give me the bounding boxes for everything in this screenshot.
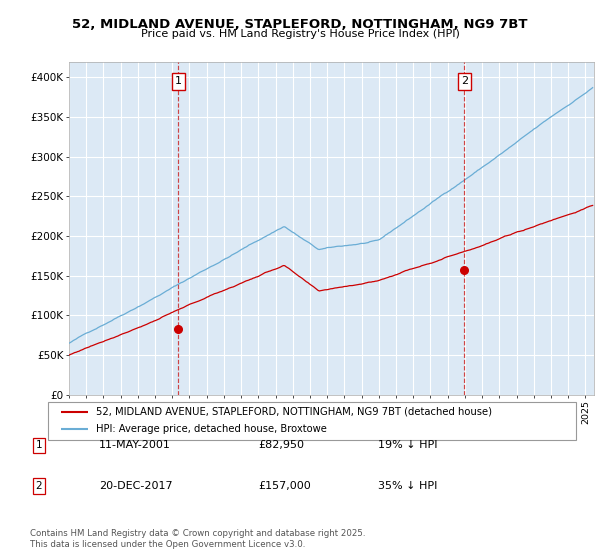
Text: 19% ↓ HPI: 19% ↓ HPI [378, 440, 437, 450]
Text: 1: 1 [175, 76, 182, 86]
Text: 20-DEC-2017: 20-DEC-2017 [99, 481, 173, 491]
Text: 52, MIDLAND AVENUE, STAPLEFORD, NOTTINGHAM, NG9 7BT (detached house): 52, MIDLAND AVENUE, STAPLEFORD, NOTTINGH… [95, 407, 491, 417]
Text: £82,950: £82,950 [258, 440, 304, 450]
Text: 35% ↓ HPI: 35% ↓ HPI [378, 481, 437, 491]
Text: 11-MAY-2001: 11-MAY-2001 [99, 440, 171, 450]
Text: 2: 2 [35, 481, 43, 491]
Text: Contains HM Land Registry data © Crown copyright and database right 2025.
This d: Contains HM Land Registry data © Crown c… [30, 529, 365, 549]
Text: £157,000: £157,000 [258, 481, 311, 491]
Text: 1: 1 [35, 440, 43, 450]
Text: Price paid vs. HM Land Registry's House Price Index (HPI): Price paid vs. HM Land Registry's House … [140, 29, 460, 39]
FancyBboxPatch shape [48, 402, 576, 440]
Text: 2: 2 [461, 76, 468, 86]
Text: 52, MIDLAND AVENUE, STAPLEFORD, NOTTINGHAM, NG9 7BT: 52, MIDLAND AVENUE, STAPLEFORD, NOTTINGH… [72, 18, 528, 31]
Text: HPI: Average price, detached house, Broxtowe: HPI: Average price, detached house, Brox… [95, 424, 326, 435]
